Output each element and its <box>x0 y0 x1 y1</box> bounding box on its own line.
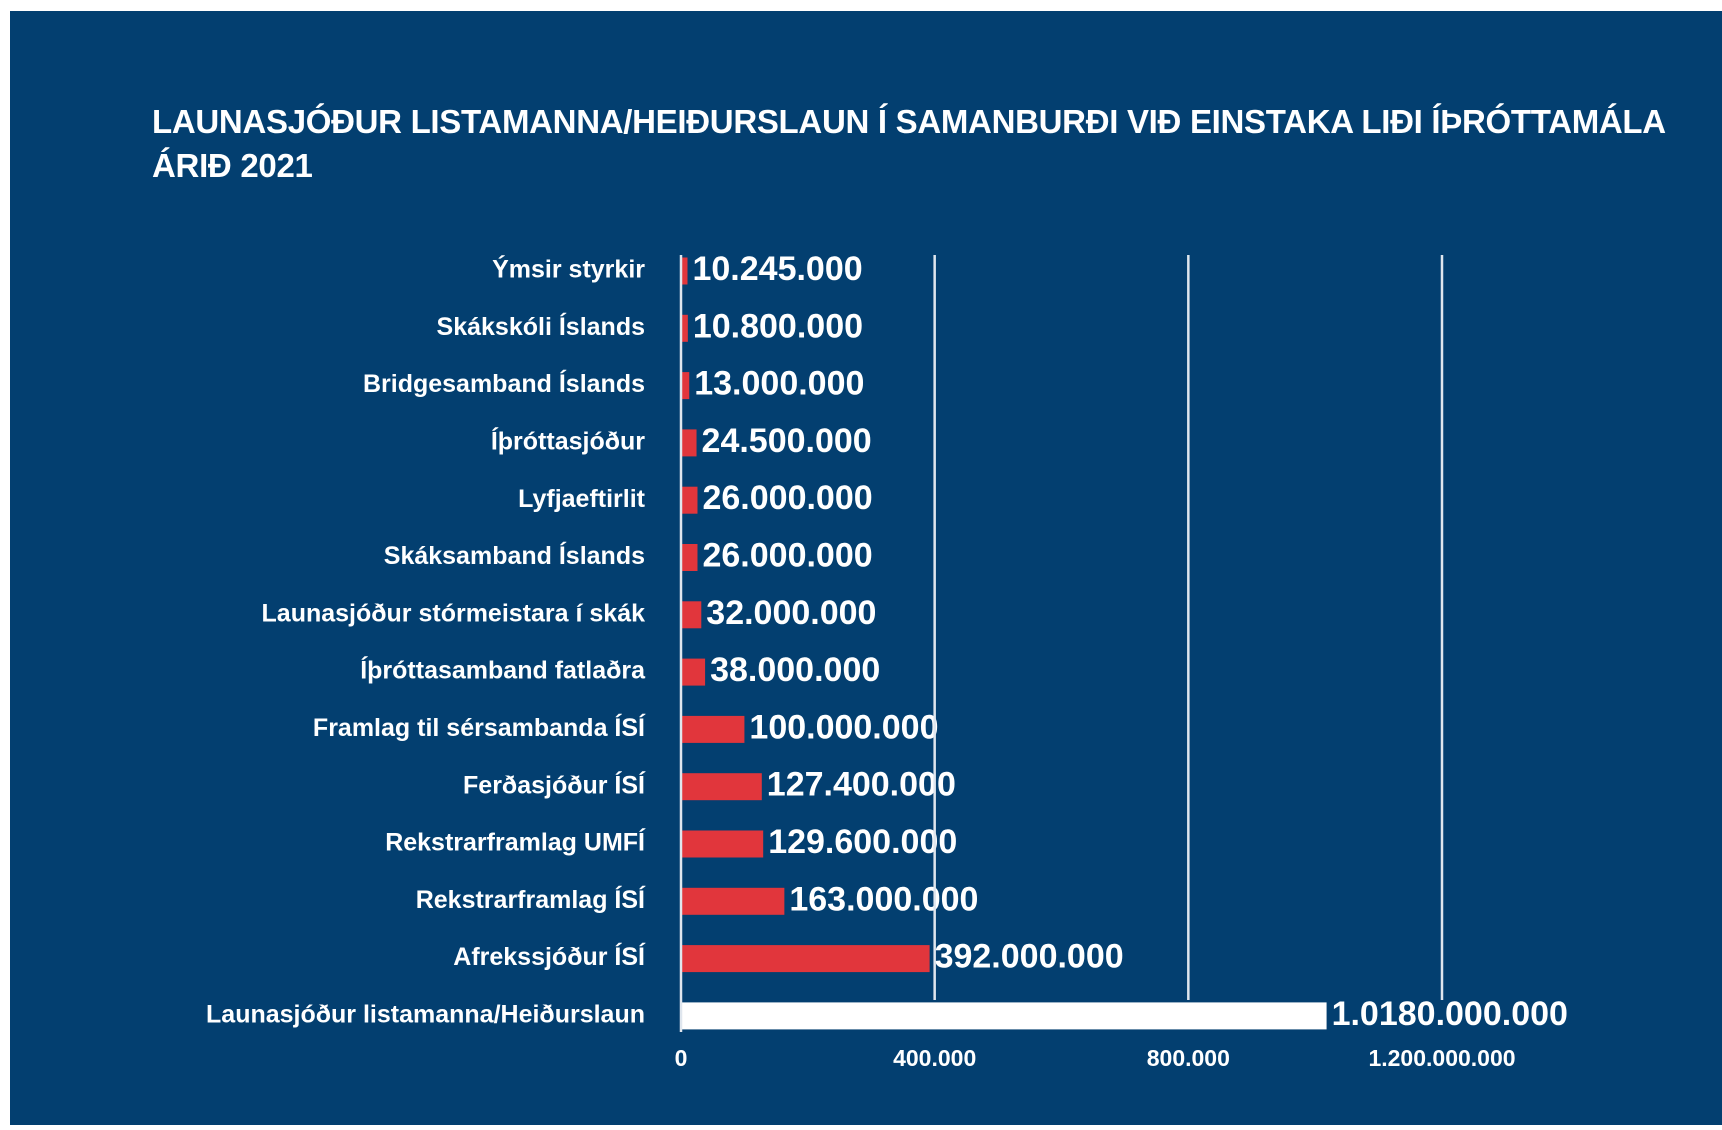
value-label: 127.400.000 <box>767 766 956 804</box>
bar <box>681 830 764 858</box>
category-label: Ferðasjóður ÍSÍ <box>463 770 646 799</box>
value-label: 32.000.000 <box>706 594 876 632</box>
x-tick-label: 400.000 <box>893 1045 976 1071</box>
bar <box>681 544 698 571</box>
x-tick-label: 0 <box>675 1045 688 1071</box>
bar <box>681 257 688 285</box>
value-label: 163.000.000 <box>789 880 978 918</box>
bar <box>681 887 785 915</box>
bar <box>681 715 745 743</box>
value-label: 129.600.000 <box>768 823 957 861</box>
category-label: Launasjóður stórmeistara í skák <box>262 599 646 627</box>
bar <box>681 1002 1327 1030</box>
category-label: Lyfjaeftirlit <box>518 485 646 513</box>
bar <box>681 429 697 457</box>
category-label: Rekstrarframlag UMFÍ <box>385 828 646 857</box>
category-label: Afrekssjóður ÍSÍ <box>453 942 646 971</box>
bar <box>681 372 690 400</box>
value-label: 100.000.000 <box>749 708 938 746</box>
value-label: 26.000.000 <box>702 479 872 517</box>
category-label: Launasjóður listamanna/Heiðurslaun <box>206 1001 645 1029</box>
value-label: 26.000.000 <box>702 536 872 574</box>
bar <box>681 945 930 973</box>
category-label: Skáksamband Íslands <box>384 541 645 570</box>
category-label: Íþróttasamband fatlaðra <box>360 656 646 685</box>
category-label: Framlag til sérsambanda ÍSÍ <box>313 713 646 742</box>
value-label: 10.800.000 <box>693 307 863 345</box>
value-label: 10.245.000 <box>692 250 862 288</box>
value-label: 24.500.000 <box>702 422 872 460</box>
bar <box>681 601 702 629</box>
background <box>10 11 1722 1125</box>
bar <box>681 773 762 801</box>
value-label: 13.000.000 <box>694 365 864 403</box>
chart-title: LAUNASJÓÐUR LISTAMANNA/HEIÐURSLAUN Í SAM… <box>152 103 1665 184</box>
x-tick-label: 800.000 <box>1147 1045 1230 1071</box>
value-label: 38.000.000 <box>710 651 880 689</box>
bar <box>681 486 698 514</box>
bar <box>681 658 706 686</box>
bar <box>681 314 688 342</box>
category-label: Íþróttasjóður <box>491 427 645 456</box>
value-label: 1.0180.000.000 <box>1332 995 1568 1033</box>
x-tick-label: 1.200.000.000 <box>1368 1045 1515 1071</box>
category-label: Bridgesamband Íslands <box>363 369 645 398</box>
category-label: Skákskóli Íslands <box>437 312 645 341</box>
category-label: Rekstrarframlag ÍSÍ <box>416 885 646 914</box>
category-label: Ýmsir styrkir <box>492 254 645 284</box>
value-label: 392.000.000 <box>935 938 1124 976</box>
